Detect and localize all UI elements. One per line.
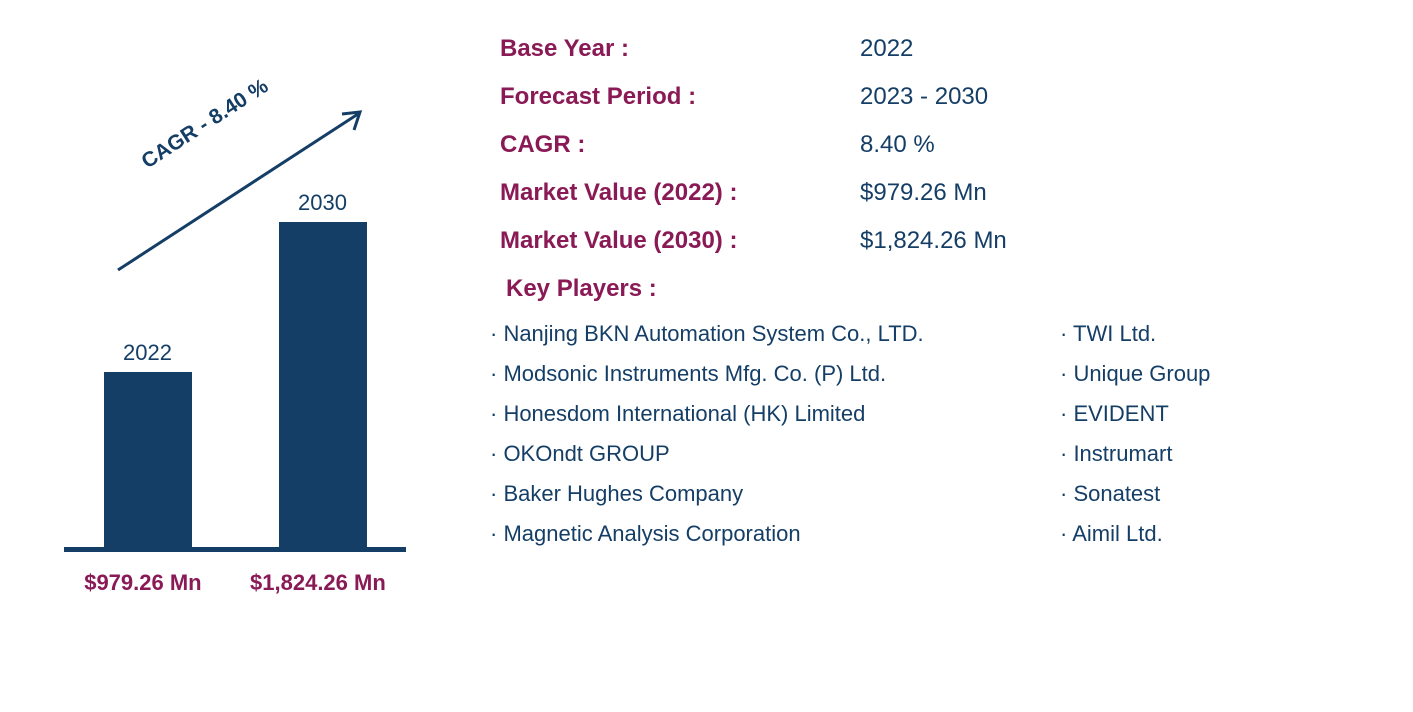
info-label: Base Year :	[490, 35, 860, 63]
info-label: Forecast Period :	[490, 83, 860, 111]
info-label: CAGR :	[490, 131, 860, 159]
players-column-2: · TWI Ltd. · Unique Group · EVIDENT · In…	[1060, 321, 1210, 561]
bar-chart: CAGR - 8.40 % 2022 2030 $979.26 Mn $1,82…	[60, 130, 410, 590]
info-row-market-value-2022: Market Value (2022) : $979.26 Mn	[490, 179, 1413, 207]
bar-top-label: 2022	[123, 340, 172, 366]
list-item: · Baker Hughes Company	[490, 481, 1060, 507]
list-item: · Magnetic Analysis Corporation	[490, 521, 1060, 547]
list-item: · EVIDENT	[1060, 401, 1210, 427]
bar-value-2022: $979.26 Mn	[84, 570, 201, 596]
bar-2030	[279, 222, 367, 552]
bar-2022	[104, 372, 192, 552]
info-value: $1,824.26 Mn	[860, 227, 1007, 255]
list-item: · Nanjing BKN Automation System Co., LTD…	[490, 321, 1060, 347]
list-item: · OKOndt GROUP	[490, 441, 1060, 467]
list-item: · TWI Ltd.	[1060, 321, 1210, 347]
info-value: 2023 - 2030	[860, 83, 988, 111]
info-label: Market Value (2022) :	[490, 179, 860, 207]
list-item: · Sonatest	[1060, 481, 1210, 507]
info-label: Market Value (2030) :	[490, 227, 860, 255]
list-item: · Modsonic Instruments Mfg. Co. (P) Ltd.	[490, 361, 1060, 387]
chart-baseline	[64, 547, 406, 552]
info-row-cagr: CAGR : 8.40 %	[490, 131, 1413, 159]
list-item: · Aimil Ltd.	[1060, 521, 1210, 547]
bar-group-2022: 2022	[104, 340, 192, 552]
bar-group-2030: 2030	[279, 190, 367, 552]
list-item: · Unique Group	[1060, 361, 1210, 387]
players-column-1: · Nanjing BKN Automation System Co., LTD…	[490, 321, 1060, 561]
info-row-forecast-period: Forecast Period : 2023 - 2030	[490, 83, 1413, 111]
info-row-base-year: Base Year : 2022	[490, 35, 1413, 63]
info-value: $979.26 Mn	[860, 179, 987, 207]
list-item: · Instrumart	[1060, 441, 1210, 467]
list-item: · Honesdom International (HK) Limited	[490, 401, 1060, 427]
bar-value-2030: $1,824.26 Mn	[250, 570, 386, 596]
key-players-list: · Nanjing BKN Automation System Co., LTD…	[490, 321, 1413, 561]
bars-container: 2022 2030	[60, 182, 410, 552]
bar-top-label: 2030	[298, 190, 347, 216]
info-row-market-value-2030: Market Value (2030) : $1,824.26 Mn	[490, 227, 1413, 255]
info-column: Base Year : 2022 Forecast Period : 2023 …	[440, 0, 1413, 712]
infographic-root: CAGR - 8.40 % 2022 2030 $979.26 Mn $1,82…	[0, 0, 1413, 712]
info-value: 8.40 %	[860, 131, 935, 159]
bar-value-labels: $979.26 Mn $1,824.26 Mn	[60, 570, 410, 596]
key-players-heading: Key Players :	[490, 275, 1413, 303]
chart-column: CAGR - 8.40 % 2022 2030 $979.26 Mn $1,82…	[0, 0, 440, 712]
info-value: 2022	[860, 35, 913, 63]
